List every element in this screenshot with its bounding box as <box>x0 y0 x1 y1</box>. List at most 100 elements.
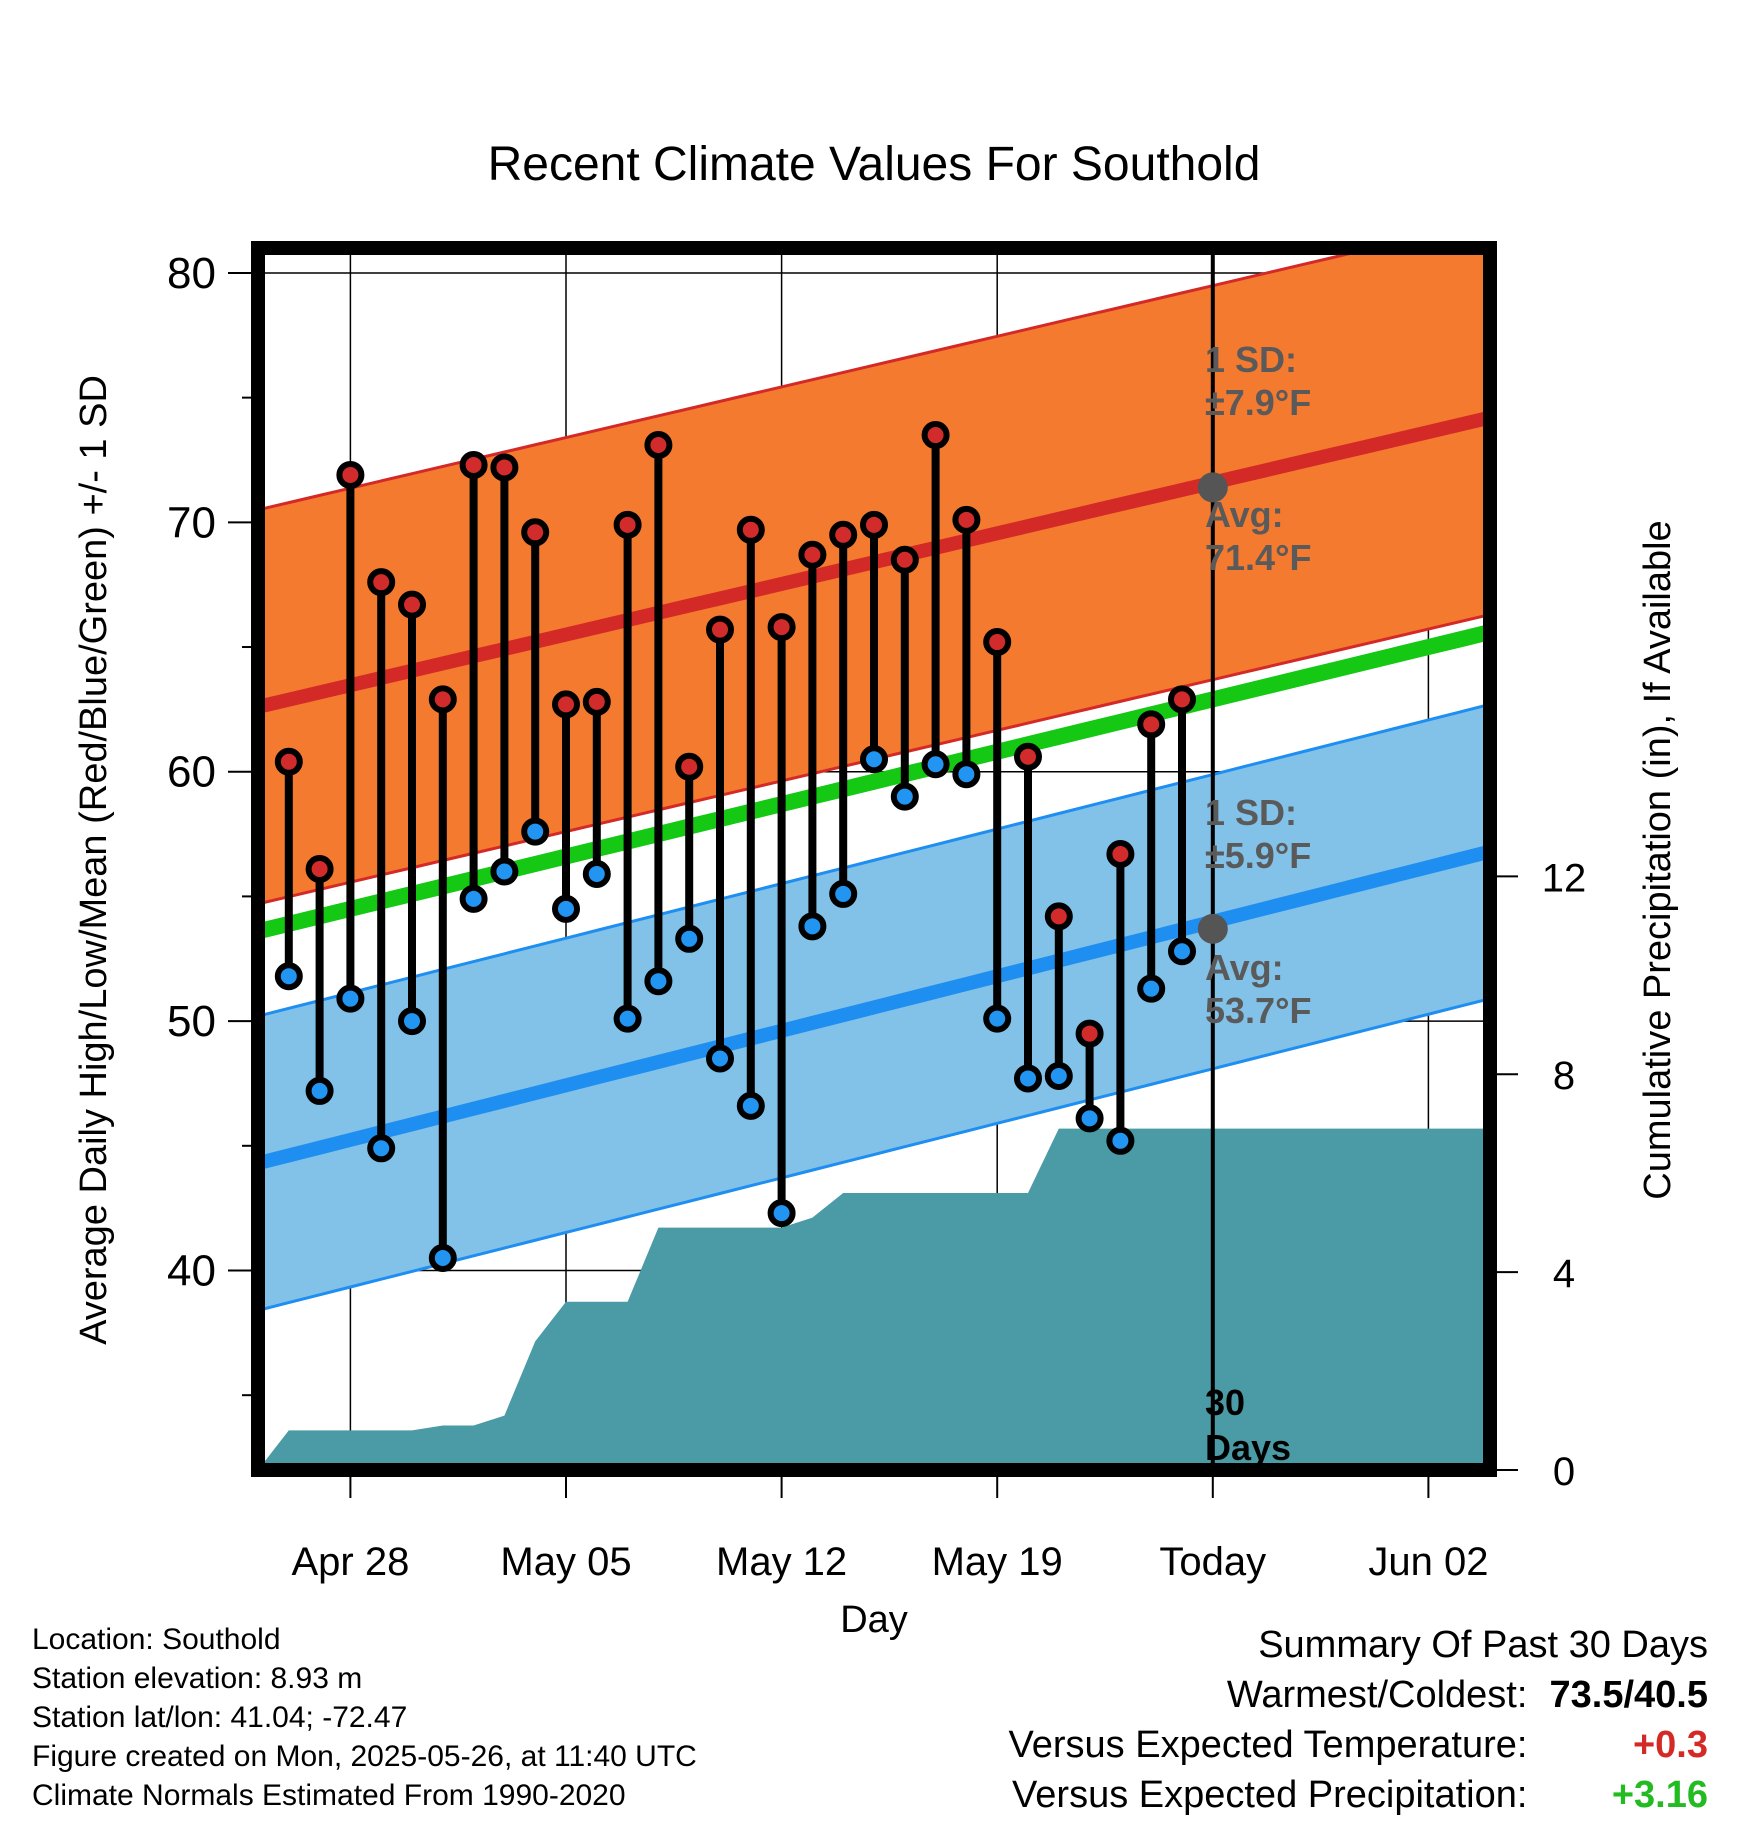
summary-warm-cold-row: Warmest/Coldest: 73.5/40.5 <box>1009 1670 1708 1720</box>
info-normals: Climate Normals Estimated From 1990-2020 <box>32 1779 626 1812</box>
daily-low-point <box>706 1044 734 1073</box>
daily-high-point <box>1106 840 1135 869</box>
x-axis-label: Day <box>840 1599 908 1641</box>
daily-low-point <box>1106 1126 1135 1155</box>
y2-axis-label: Cumulative Precipitation (in), If Availa… <box>1637 520 1679 1199</box>
low-sd-label: 1 SD: <box>1205 792 1297 833</box>
daily-low-point <box>336 984 365 1013</box>
low-avg-label: Avg: <box>1205 947 1284 988</box>
summary-temp-value: +0.3 <box>1632 1724 1708 1766</box>
daily-high-point <box>367 568 396 597</box>
precipitation-area <box>258 1128 1490 1470</box>
daily-high-point <box>336 460 365 489</box>
daily-high-point <box>428 685 457 714</box>
daily-low-point <box>798 912 827 941</box>
daily-high-point <box>798 540 827 569</box>
summary-heading: Summary Of Past 30 Days <box>1258 1624 1708 1666</box>
daily-high-point <box>1137 710 1166 739</box>
daily-high-point <box>552 690 580 719</box>
low-avg-value: 53.7°F <box>1205 990 1311 1031</box>
daily-low-point <box>521 817 550 846</box>
daily-range-bars <box>274 421 1196 1273</box>
daily-low-point <box>428 1244 457 1273</box>
daily-low-point <box>675 924 704 953</box>
y-axis-label: Average Daily High/Low/Mean (Red/Blue/Gr… <box>73 375 115 1345</box>
summary-warm-cold-label: Warmest/Coldest: <box>1226 1674 1528 1716</box>
daily-high-point <box>952 505 981 534</box>
daily-low-point <box>1168 937 1196 966</box>
summary-precip-value: +3.16 <box>1611 1774 1708 1816</box>
daily-low-point <box>490 857 519 886</box>
days-window-label-top: 30 <box>1205 1382 1245 1423</box>
low-sd-value: ±5.9°F <box>1205 835 1311 876</box>
axes: 40 50 60 70 80 0 4 8 12 Apr 28 May 05 May 12 May 19 T… <box>167 249 1586 1584</box>
daily-high-point <box>736 515 765 544</box>
daily-high-point <box>706 615 734 644</box>
y-tick-label: 60 <box>167 748 216 797</box>
x-tick-label: Jun 02 <box>1368 1540 1488 1584</box>
daily-low-point <box>952 760 981 789</box>
daily-high-point <box>1168 685 1196 714</box>
daily-high-point <box>983 628 1012 657</box>
daily-low-point <box>860 745 888 774</box>
info-created: Figure created on Mon, 2025-05-26, at 11… <box>32 1740 697 1773</box>
daily-high-point <box>398 590 426 619</box>
daily-low-point <box>767 1199 796 1228</box>
station-info: Location: Southold Station elevation: 8.… <box>32 1620 697 1815</box>
daily-low-point <box>305 1076 334 1105</box>
days-window-label-bottom: Days <box>1205 1427 1291 1468</box>
y-tick-label: 70 <box>167 498 216 547</box>
today-normal-low-marker <box>1197 913 1228 944</box>
high-avg-value: 71.4°F <box>1205 537 1311 578</box>
daily-low-point <box>921 750 950 779</box>
daily-high-point <box>305 854 334 883</box>
daily-low-point <box>398 1007 426 1036</box>
daily-low-point <box>459 884 488 913</box>
normal-low-line <box>258 844 1490 1171</box>
daily-low-point <box>983 1004 1012 1033</box>
x-tick-label: Today <box>1159 1540 1266 1584</box>
daily-high-point <box>521 518 550 547</box>
daily-low-point <box>644 967 673 996</box>
daily-high-point <box>675 752 704 781</box>
summary-temp-row: Versus Expected Temperature: +0.3 <box>1009 1720 1708 1770</box>
daily-high-point <box>582 687 611 716</box>
plot-frame <box>251 241 1497 1477</box>
high-sd-label: 1 SD: <box>1205 339 1297 380</box>
daily-high-point <box>829 520 858 549</box>
daily-high-point <box>860 510 888 539</box>
daily-high-point <box>1044 902 1073 931</box>
daily-low-point <box>1014 1064 1042 1093</box>
x-tick-label: May 12 <box>716 1540 847 1584</box>
info-latlon: Station lat/lon: 41.04; -72.47 <box>32 1701 408 1734</box>
high-sd-value: ±7.9°F <box>1205 382 1311 423</box>
daily-low-point <box>552 894 580 923</box>
daily-low-point <box>736 1091 765 1120</box>
y2-tick-label: 4 <box>1553 1252 1575 1296</box>
info-location: Location: Southold <box>32 1623 281 1656</box>
daily-high-point <box>1075 1019 1104 1048</box>
daily-low-point <box>890 782 919 811</box>
y-tick-label: 40 <box>167 1246 216 1295</box>
daily-low-point <box>1044 1061 1073 1090</box>
low-band-upper-edge <box>258 702 1490 1018</box>
summary-precip-label: Versus Expected Precipitation: <box>1012 1774 1528 1816</box>
y2-tick-label: 8 <box>1553 1054 1575 1098</box>
daily-high-point <box>921 421 950 450</box>
daily-high-point <box>274 747 303 776</box>
y2-tick-label: 0 <box>1553 1450 1575 1494</box>
daily-low-point <box>829 879 858 908</box>
daily-high-point <box>767 613 796 642</box>
summary-precip-row: Versus Expected Precipitation: +3.16 <box>1009 1770 1708 1820</box>
daily-high-point <box>490 453 519 482</box>
low-band-lower-edge <box>258 997 1490 1312</box>
chart-title: Recent Climate Values For Southold <box>488 138 1261 191</box>
summary-panel: Summary Of Past 30 Days Warmest/Coldest:… <box>1009 1620 1708 1820</box>
daily-high-point <box>1014 742 1042 771</box>
summary-warm-cold-value: 73.5/40.5 <box>1549 1674 1708 1716</box>
y-tick-label: 80 <box>167 249 216 298</box>
daily-low-point <box>1075 1104 1104 1133</box>
daily-low-point <box>613 1004 642 1033</box>
